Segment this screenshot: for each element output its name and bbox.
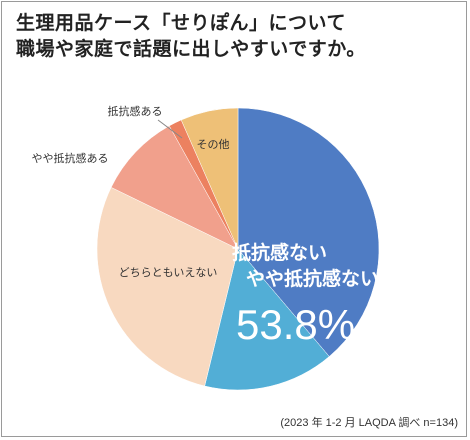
pie-label-5: 抵抗感ある [108, 104, 163, 118]
pie-label-3: どちらともいえない [119, 266, 218, 279]
pie-slice-3 [96, 187, 239, 387]
chart-title: 生理用品ケース「せりぽん」について 職場や家庭で話題に出しやすいですか。 [16, 10, 366, 62]
pie-slices [96, 107, 380, 391]
leader-line-5 [157, 119, 183, 139]
callout-value: 53.8% [236, 301, 355, 348]
pie-slice-2 [204, 248, 330, 391]
pie-label-6: その他 [197, 138, 230, 151]
pie-label-4: やや抵抗感ある [32, 151, 109, 165]
callout-group: 抵抗感ない やや抵抗感ない 53.8% [232, 241, 379, 348]
callout-label-2: やや抵抗感ない [246, 267, 379, 290]
title-line-2: 職場や家庭で話題に出しやすいですか。 [16, 38, 366, 60]
pie-slice-1 [237, 107, 380, 357]
pie-slice-6 [180, 107, 239, 250]
pie-slice-4 [110, 125, 239, 250]
callout-label-1: 抵抗感ない [232, 241, 327, 264]
source-note: (2023 年 1-2 月 LAQDA 調べ n=134) [280, 417, 458, 429]
title-line-1: 生理用品ケース「せりぽん」について [16, 12, 346, 34]
